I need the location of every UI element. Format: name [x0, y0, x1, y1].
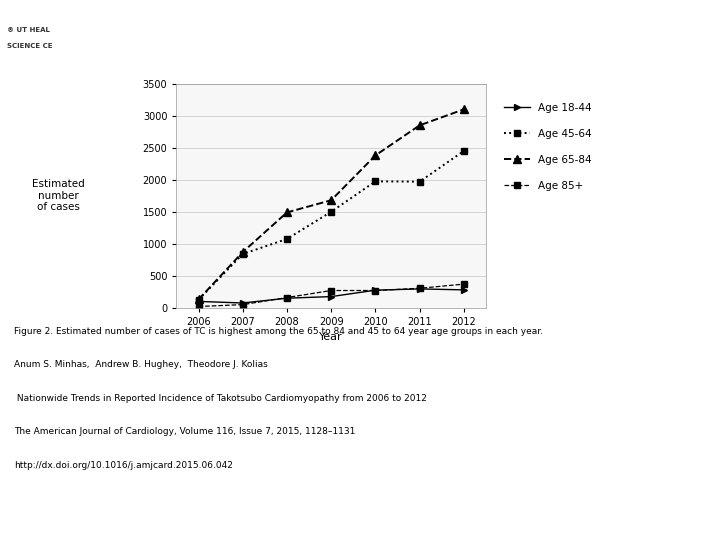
Age 85+ — [283, 294, 292, 301]
Legend: Age 18-44, Age 45-64, Age 65-84, Age 85+: Age 18-44, Age 45-64, Age 65-84, Age 85+ — [500, 100, 595, 194]
Age 18-44 — [459, 287, 468, 293]
Text: Anum S. Minhas,  Andrew B. Hughey,  Theodore J. Kolias: Anum S. Minhas, Andrew B. Hughey, Theodo… — [14, 360, 268, 369]
Text: The American Journal of Cardiology, Volume 116, Issue 7, 2015, 1128–1131: The American Journal of Cardiology, Volu… — [14, 427, 356, 436]
Age 18-44 — [283, 295, 292, 301]
Age 65-84 — [459, 106, 468, 112]
Age 18-44 — [327, 293, 336, 300]
Age 85+ — [327, 287, 336, 294]
Age 65-84 — [371, 152, 379, 159]
Age 18-44 — [415, 286, 424, 292]
Text: ® UT HEAL: ® UT HEAL — [6, 27, 50, 33]
Age 65-84 — [238, 249, 247, 255]
Age 85+ — [371, 287, 379, 294]
Age 85+ — [194, 303, 203, 310]
Text: http://dx.doi.org/10.1016/j.amjcard.2015.06.042: http://dx.doi.org/10.1016/j.amjcard.2015… — [14, 461, 233, 470]
Age 85+ — [459, 281, 468, 287]
Age 85+ — [238, 301, 247, 308]
Age 65-84 — [415, 122, 424, 129]
Text: Nationwide Trends in Reported Incidence of Takotsubo Cardiomyopathy from 2006 to: Nationwide Trends in Reported Incidence … — [14, 394, 427, 403]
Text: Figure 2. Estimated number of cases of TC is highest among the 65 to 84 and 45 t: Figure 2. Estimated number of cases of T… — [14, 327, 544, 336]
Age 45-64 — [283, 236, 292, 242]
Age 65-84 — [283, 209, 292, 215]
Age 65-84 — [327, 197, 336, 204]
Age 18-44 — [194, 298, 203, 305]
Line: Age 85+: Age 85+ — [196, 281, 467, 309]
Age 45-64 — [194, 296, 203, 303]
Age 45-64 — [327, 208, 336, 215]
Age 18-44 — [238, 300, 247, 306]
Text: Estimated
number
of cases: Estimated number of cases — [32, 179, 85, 212]
Age 45-64 — [415, 178, 424, 185]
Age 45-64 — [371, 178, 379, 185]
Text: SCIENCE CE: SCIENCE CE — [6, 43, 52, 49]
Age 45-64 — [459, 147, 468, 154]
Age 18-44 — [371, 287, 379, 293]
Line: Age 65-84: Age 65-84 — [194, 105, 468, 303]
Line: Age 18-44: Age 18-44 — [195, 286, 467, 307]
Age 45-64 — [238, 251, 247, 257]
X-axis label: Year: Year — [320, 333, 343, 342]
Age 65-84 — [194, 296, 203, 303]
Age 85+ — [415, 285, 424, 292]
Line: Age 45-64: Age 45-64 — [196, 148, 467, 302]
